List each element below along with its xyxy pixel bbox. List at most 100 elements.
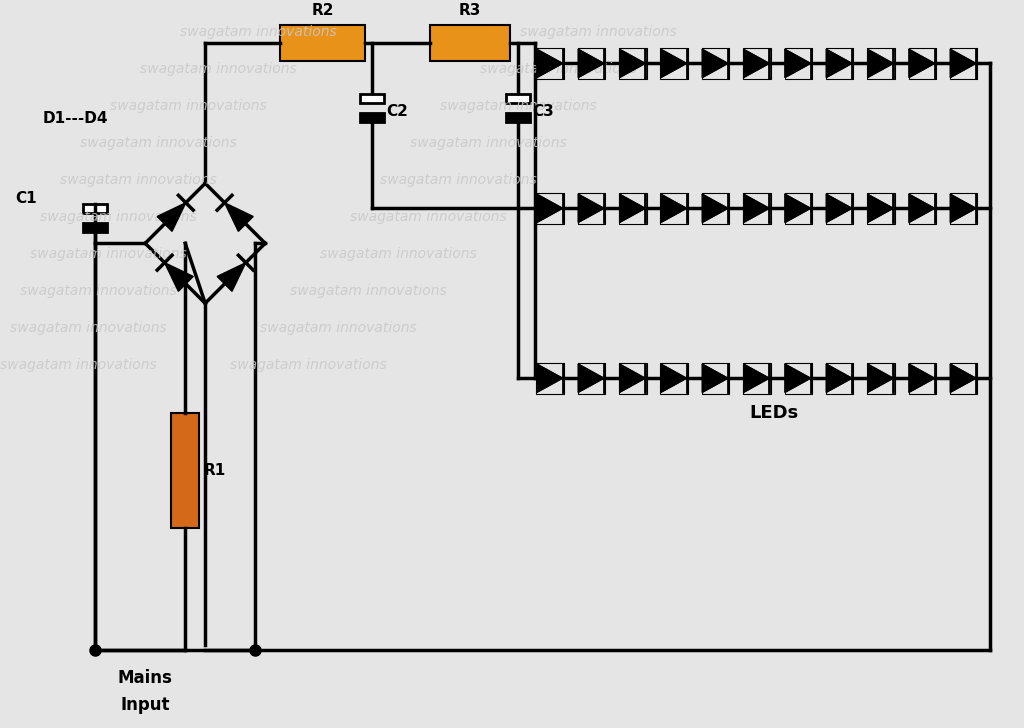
Polygon shape: [579, 194, 604, 223]
Polygon shape: [579, 50, 604, 77]
Bar: [825, 48, 853, 79]
Polygon shape: [785, 194, 811, 223]
Text: swagatam innovations: swagatam innovations: [321, 248, 477, 261]
Polygon shape: [158, 202, 185, 232]
Text: swagatam innovations: swagatam innovations: [20, 284, 177, 298]
Polygon shape: [867, 194, 893, 223]
Polygon shape: [950, 50, 976, 77]
Text: C3: C3: [532, 104, 554, 119]
Bar: [537, 193, 564, 223]
Text: swagatam innovations: swagatam innovations: [440, 100, 597, 114]
Polygon shape: [702, 194, 728, 223]
Bar: [578, 193, 605, 223]
Bar: [701, 193, 729, 223]
Polygon shape: [785, 364, 811, 392]
Bar: [660, 193, 688, 223]
Bar: [908, 193, 936, 223]
Text: swagatam innovations: swagatam innovations: [111, 100, 267, 114]
Polygon shape: [909, 50, 935, 77]
Bar: [537, 363, 564, 394]
Text: Mains: Mains: [118, 669, 173, 687]
Polygon shape: [620, 364, 645, 392]
Text: swagatam innovations: swagatam innovations: [260, 321, 417, 336]
Bar: [867, 48, 895, 79]
Polygon shape: [743, 364, 769, 392]
Text: swagatam innovations: swagatam innovations: [0, 358, 157, 372]
Polygon shape: [662, 50, 687, 77]
Text: swagatam innovations: swagatam innovations: [230, 358, 387, 372]
Polygon shape: [826, 50, 852, 77]
Text: swagatam innovations: swagatam innovations: [290, 284, 446, 298]
Polygon shape: [950, 364, 976, 392]
Text: C1: C1: [15, 191, 37, 206]
Bar: [620, 48, 647, 79]
Text: swagatam innovations: swagatam innovations: [80, 136, 237, 151]
Text: swagatam innovations: swagatam innovations: [380, 173, 537, 187]
Bar: [360, 114, 384, 122]
Bar: [950, 193, 978, 223]
Polygon shape: [662, 194, 687, 223]
Bar: [743, 48, 771, 79]
Bar: [660, 363, 688, 394]
Text: C2: C2: [386, 104, 408, 119]
Polygon shape: [702, 364, 728, 392]
Bar: [743, 363, 771, 394]
Polygon shape: [537, 50, 562, 77]
Polygon shape: [702, 50, 728, 77]
Text: swagatam innovations: swagatam innovations: [60, 173, 217, 187]
Polygon shape: [743, 50, 769, 77]
Bar: [430, 25, 510, 61]
Bar: [701, 363, 729, 394]
Bar: [701, 48, 729, 79]
Polygon shape: [826, 364, 852, 392]
Bar: [908, 48, 936, 79]
Bar: [620, 363, 647, 394]
Polygon shape: [909, 194, 935, 223]
Text: LEDs: LEDs: [750, 404, 799, 422]
Text: swagatam innovations: swagatam innovations: [31, 248, 187, 261]
Polygon shape: [785, 50, 811, 77]
Bar: [950, 363, 978, 394]
Polygon shape: [165, 263, 194, 291]
Bar: [506, 114, 530, 122]
Text: D1---D4: D1---D4: [42, 111, 108, 127]
Bar: [83, 205, 108, 213]
Bar: [867, 193, 895, 223]
Bar: [578, 48, 605, 79]
Polygon shape: [537, 194, 562, 223]
Text: swagatam innovations: swagatam innovations: [520, 25, 677, 39]
Bar: [360, 95, 384, 103]
Text: R2: R2: [311, 4, 334, 18]
Polygon shape: [579, 364, 604, 392]
Bar: [83, 223, 108, 232]
Text: swagatam innovations: swagatam innovations: [350, 210, 507, 224]
Text: swagatam innovations: swagatam innovations: [480, 63, 637, 76]
Bar: [506, 95, 530, 103]
Bar: [784, 193, 812, 223]
Polygon shape: [224, 202, 253, 232]
Bar: [950, 48, 978, 79]
Text: swagatam innovations: swagatam innovations: [40, 210, 197, 224]
Polygon shape: [537, 364, 562, 392]
Polygon shape: [743, 194, 769, 223]
Polygon shape: [620, 194, 645, 223]
Polygon shape: [662, 364, 687, 392]
Text: R1: R1: [203, 463, 225, 478]
Bar: [825, 363, 853, 394]
Polygon shape: [867, 364, 893, 392]
Text: swagatam innovations: swagatam innovations: [410, 136, 567, 151]
Bar: [867, 363, 895, 394]
Polygon shape: [826, 194, 852, 223]
Polygon shape: [620, 50, 645, 77]
Polygon shape: [217, 263, 246, 291]
Bar: [171, 414, 200, 528]
Polygon shape: [867, 50, 893, 77]
Bar: [578, 363, 605, 394]
Text: Input: Input: [121, 696, 170, 714]
Text: swagatam innovations: swagatam innovations: [180, 25, 337, 39]
Text: swagatam innovations: swagatam innovations: [10, 321, 167, 336]
Polygon shape: [950, 194, 976, 223]
Bar: [908, 363, 936, 394]
Bar: [784, 363, 812, 394]
Polygon shape: [909, 364, 935, 392]
